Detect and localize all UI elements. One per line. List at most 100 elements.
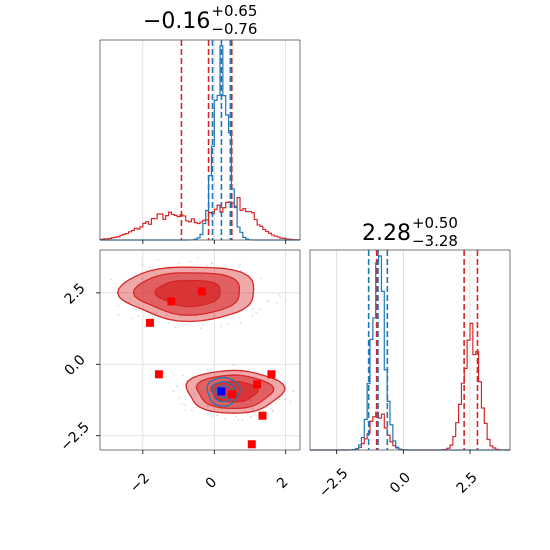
sample-point: [194, 268, 196, 271]
sample-point: [277, 370, 280, 373]
joint-y-tick-label-0: −2.5: [57, 419, 92, 454]
sample-point: [193, 392, 195, 395]
sample-point: [178, 262, 180, 265]
marker-red-3: [154, 370, 163, 379]
sample-point: [174, 326, 176, 328]
sample-point: [275, 301, 278, 304]
sample-point: [218, 407, 220, 410]
sample-point: [249, 415, 252, 418]
contour-1-0-1: [211, 381, 236, 403]
marginal-y-tick-label-0: −2.5: [316, 465, 351, 500]
sample-point: [241, 418, 243, 421]
sample-point: [276, 377, 278, 380]
title-y-value: 2.28: [362, 221, 411, 246]
sample-point: [184, 404, 186, 406]
sample-point: [220, 325, 223, 328]
sample-point: [120, 291, 122, 294]
sample-point: [141, 263, 143, 265]
sample-point: [129, 297, 131, 300]
sample-point: [197, 257, 199, 259]
marker-red-7: [258, 411, 267, 420]
sample-point: [178, 396, 180, 399]
marginal-y-hist-1: [310, 255, 510, 451]
sample-point: [168, 322, 170, 325]
sample-point: [251, 314, 254, 317]
joint-x-tick-label-0: −2: [127, 470, 153, 496]
sample-point: [251, 408, 253, 411]
title-x-plus: +0.65: [211, 2, 258, 20]
sample-point: [292, 390, 295, 392]
joint-x-tick-label-1: 0: [203, 474, 221, 492]
sample-point: [249, 368, 251, 371]
sample-point: [145, 268, 148, 271]
sample-point: [151, 317, 154, 319]
marginal-y-tick-label-2: 2.5: [454, 470, 481, 497]
sample-point: [279, 295, 282, 297]
sample-point: [240, 269, 242, 272]
sample-point: [226, 411, 229, 413]
sample-point: [141, 277, 143, 280]
title-y-minus: −3.28: [411, 232, 458, 250]
sample-point: [179, 315, 181, 318]
marginal-y-frame: [309, 249, 511, 451]
sample-point: [247, 292, 250, 295]
marker-red-1: [197, 287, 206, 296]
sample-point: [237, 419, 240, 421]
sample-point: [152, 315, 154, 318]
marker-red-0: [167, 297, 176, 306]
sample-point: [154, 272, 157, 275]
sample-point: [278, 398, 281, 401]
sample-point: [231, 363, 234, 366]
sample-point: [268, 299, 270, 302]
sample-point: [182, 374, 185, 377]
sample-point: [175, 385, 178, 388]
sample-point: [181, 402, 183, 405]
sample-point: [110, 278, 112, 281]
sample-point: [233, 363, 236, 366]
sample-point: [129, 282, 131, 284]
sample-point: [211, 416, 214, 418]
sample-point: [255, 311, 257, 314]
joint-x-tick-label-2: 2: [274, 474, 292, 492]
sample-point: [191, 409, 193, 412]
sample-point: [202, 323, 204, 326]
marker-red-2: [146, 318, 154, 327]
sample-point: [193, 386, 196, 388]
sample-point: [118, 313, 120, 316]
marker-red-6: [228, 390, 237, 399]
sample-point: [251, 407, 254, 410]
sample-point: [239, 263, 241, 265]
title-x-minus: −0.76: [211, 20, 258, 38]
sample-point: [184, 409, 187, 411]
marginal-y-hist-0: [310, 322, 511, 451]
sample-point: [206, 369, 208, 371]
sample-point: [117, 304, 120, 307]
marginal-x-frame: [99, 39, 301, 241]
sample-point: [277, 293, 280, 296]
sample-point: [284, 398, 287, 401]
joint-y-tick-label-1: 0.0: [62, 352, 89, 379]
sample-point: [195, 406, 198, 408]
sample-point: [283, 380, 286, 383]
sample-point: [231, 307, 233, 310]
joint-y-tick-label-2: 2.5: [62, 280, 89, 307]
marginal-y-tick-label-1: 0.0: [387, 470, 414, 497]
sample-point: [259, 308, 261, 311]
sample-point: [156, 312, 158, 314]
marker-red-8: [247, 440, 256, 449]
contour-1-0-2: [215, 384, 231, 399]
marginal-x-hist-1: [100, 45, 300, 241]
sample-point: [177, 326, 179, 328]
contour-1-0-0: [206, 376, 241, 407]
sample-point: [194, 395, 196, 398]
sample-point: [165, 314, 167, 316]
marker-red-5: [267, 370, 276, 379]
sample-point: [148, 266, 151, 268]
sample-point: [266, 301, 269, 303]
marker-blue-0: [217, 387, 226, 396]
sample-point: [240, 368, 243, 371]
sample-point: [246, 413, 249, 415]
sample-point: [224, 417, 226, 420]
sample-point: [206, 405, 209, 408]
